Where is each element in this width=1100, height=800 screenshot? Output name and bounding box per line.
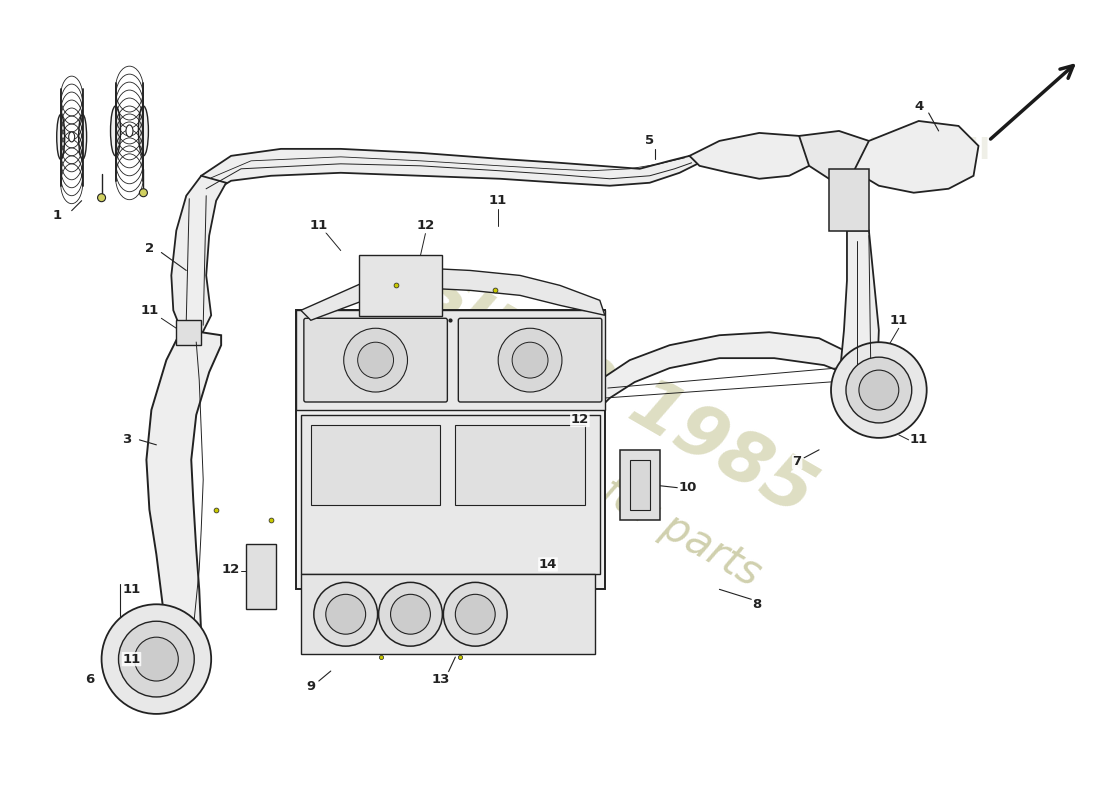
Text: 12: 12 [222, 563, 240, 576]
Circle shape [859, 370, 899, 410]
Circle shape [343, 328, 407, 392]
Text: 11: 11 [141, 304, 158, 317]
Circle shape [140, 189, 147, 197]
Polygon shape [600, 332, 857, 408]
FancyBboxPatch shape [296, 310, 605, 410]
Text: 11: 11 [890, 314, 908, 326]
Text: 13: 13 [431, 673, 450, 686]
Circle shape [846, 357, 912, 423]
Circle shape [390, 594, 430, 634]
Polygon shape [150, 624, 176, 689]
Circle shape [455, 594, 495, 634]
Polygon shape [854, 121, 979, 193]
Polygon shape [619, 450, 660, 519]
Text: 14: 14 [539, 558, 558, 571]
Text: 10: 10 [679, 481, 696, 494]
FancyBboxPatch shape [296, 310, 605, 590]
Circle shape [134, 637, 178, 681]
Circle shape [119, 622, 195, 697]
Circle shape [101, 604, 211, 714]
Text: 1: 1 [52, 209, 62, 222]
FancyBboxPatch shape [311, 425, 440, 505]
Text: 11: 11 [122, 583, 141, 596]
Text: 5: 5 [645, 134, 654, 147]
FancyBboxPatch shape [455, 425, 585, 505]
Text: 7: 7 [793, 455, 802, 468]
Text: 12: 12 [571, 414, 588, 426]
Polygon shape [201, 149, 700, 196]
Text: 11: 11 [122, 653, 141, 666]
Circle shape [378, 582, 442, 646]
Circle shape [326, 594, 365, 634]
FancyBboxPatch shape [359, 254, 442, 316]
Polygon shape [690, 133, 820, 178]
Polygon shape [176, 320, 201, 345]
Text: 8: 8 [752, 598, 762, 610]
FancyBboxPatch shape [301, 574, 595, 654]
Polygon shape [829, 169, 869, 230]
Text: 9: 9 [306, 681, 316, 694]
Circle shape [513, 342, 548, 378]
Circle shape [98, 194, 106, 202]
Circle shape [314, 582, 377, 646]
Text: 4: 4 [914, 99, 923, 113]
Text: a passion for parts: a passion for parts [411, 365, 769, 595]
Ellipse shape [110, 106, 121, 156]
Circle shape [443, 582, 507, 646]
Polygon shape [839, 230, 879, 390]
FancyBboxPatch shape [459, 318, 602, 402]
Text: 2: 2 [145, 242, 154, 255]
FancyBboxPatch shape [304, 318, 448, 402]
Circle shape [498, 328, 562, 392]
Polygon shape [799, 131, 879, 178]
Polygon shape [172, 176, 227, 335]
Polygon shape [301, 269, 605, 320]
Text: 6: 6 [85, 673, 95, 686]
Text: 11: 11 [910, 434, 927, 446]
Text: 12: 12 [416, 219, 434, 232]
Text: 3: 3 [122, 434, 131, 446]
Ellipse shape [139, 106, 148, 156]
Polygon shape [629, 460, 650, 510]
Circle shape [358, 342, 394, 378]
Polygon shape [146, 330, 221, 689]
Text: LAMBORGHINI: LAMBORGHINI [747, 136, 991, 166]
Polygon shape [246, 545, 276, 610]
FancyBboxPatch shape [301, 415, 600, 574]
Ellipse shape [57, 114, 65, 159]
Circle shape [830, 342, 926, 438]
Text: 11: 11 [310, 219, 328, 232]
Ellipse shape [68, 132, 75, 142]
Text: 11: 11 [490, 194, 507, 207]
Ellipse shape [126, 125, 133, 137]
Text: since 1985: since 1985 [414, 251, 826, 529]
Ellipse shape [78, 114, 87, 159]
